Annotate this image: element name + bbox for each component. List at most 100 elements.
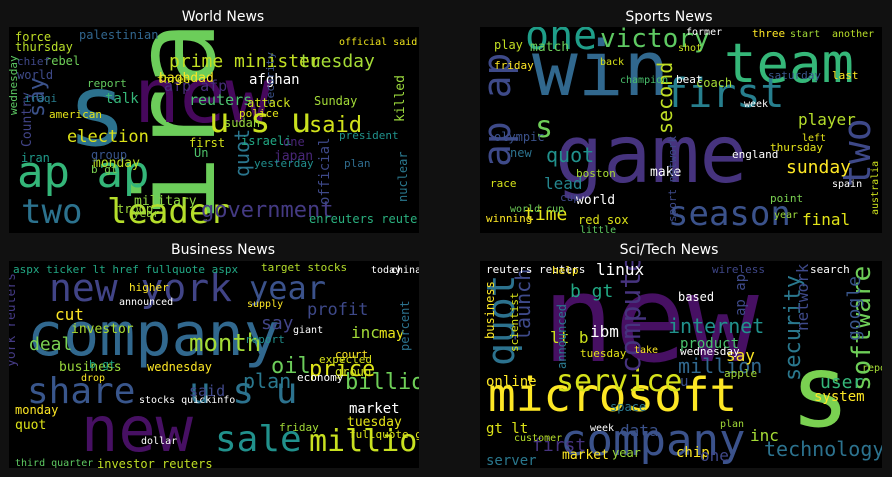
word-business-tuesday: tuesday: [347, 415, 402, 430]
word-business-expected: expected: [319, 353, 372, 366]
word-business-friday: friday: [279, 421, 319, 434]
word-scitech-internet: internet: [668, 314, 764, 338]
word-business-plan: plan: [243, 369, 291, 393]
word-scitech-ap-ap: ap ap: [733, 274, 749, 316]
word-scitech-product: product: [680, 336, 739, 352]
word-scitech-server: server: [486, 453, 537, 468]
panel-title-business: Business News: [170, 242, 275, 258]
word-scitech-week: week: [590, 423, 614, 434]
word-scitech-customer: customer: [514, 433, 562, 444]
word-world-afghan: afghan: [249, 72, 300, 88]
word-business-inc: inc: [351, 323, 380, 342]
word-world-prime-minister: prime minister: [169, 51, 321, 72]
word-scitech-security: security: [781, 275, 806, 381]
word-world-official-said: official said: [339, 37, 417, 48]
word-scitech-chip: chip: [676, 445, 710, 461]
word-business-report: report: [245, 333, 285, 346]
word-world-afp-afp: afp afp: [164, 77, 227, 95]
word-scitech-system: system: [814, 389, 865, 405]
word-business-percent: percent: [398, 300, 412, 351]
word-world-ap-ap: ap ap: [17, 147, 149, 198]
word-business-fullquote-gt: fullquote gt: [349, 428, 419, 441]
word-world-three: three: [157, 73, 190, 86]
word-scitech-plan: plan: [720, 419, 744, 430]
word-world-thursday: thursday: [15, 40, 73, 54]
word-world-said: said: [309, 113, 362, 138]
word-sports-spain: spain: [832, 179, 862, 190]
word-world-leader: leader: [107, 192, 230, 232]
word-scitech-first: first: [532, 435, 586, 456]
word-scitech-lt-b: lt b: [550, 328, 589, 347]
word-world-nuclear: nuclear: [396, 151, 410, 202]
word-sports-make: make: [650, 165, 681, 180]
word-sports-cup: cup: [560, 191, 580, 204]
word-sports-england: england: [732, 148, 778, 161]
word-sports-first: first: [664, 71, 784, 117]
word-business-u-s-u: u s u: [189, 371, 297, 412]
word-sports-season: season: [668, 194, 791, 233]
word-world-tuesday: tuesday: [299, 51, 375, 72]
word-sports-one: one: [525, 27, 597, 59]
word-scitech-software: software: [847, 266, 877, 391]
word-business-dollar: dollar: [141, 436, 177, 447]
word-business-cut: cut: [55, 305, 84, 324]
word-scitech-quot: quot: [480, 274, 523, 366]
word-business-giant: giant: [293, 325, 323, 336]
word-business-year: year: [249, 269, 326, 307]
word-cloud-scitech: new s microsoft company service software quot i…: [480, 261, 882, 468]
word-business-supply: supply: [247, 299, 283, 310]
word-world-government: government: [201, 198, 333, 223]
word-scitech-scientist: scientist: [508, 292, 521, 352]
word-sports-three: three: [752, 27, 785, 40]
word-world-un: Un: [194, 146, 208, 160]
word-scitech-online: online: [486, 374, 537, 390]
word-sports-boston: boston: [576, 167, 616, 180]
word-world-monday: monday: [93, 156, 140, 171]
word-scitech-service: service: [556, 364, 682, 399]
word-business-quot: quot: [15, 418, 46, 433]
word-sports-lead: lead: [544, 174, 583, 193]
word-world-election: election: [67, 127, 149, 147]
word-world-new: new: [134, 51, 272, 140]
word-scitech-data: data: [620, 421, 659, 440]
word-business-may: may: [379, 326, 404, 342]
word-scitech-report: report: [862, 363, 882, 374]
word-business-china: china: [391, 265, 419, 276]
word-scitech-market: market: [562, 448, 609, 463]
word-world-country: Country: [20, 92, 35, 147]
word-business-billion: billion: [345, 370, 419, 395]
word-world-talk: talk: [105, 91, 139, 107]
word-sports-race: race: [490, 177, 517, 190]
word-cloud-sports: game win team one victory first season two ap ap…: [480, 27, 882, 233]
word-scitech-business: business: [483, 281, 497, 339]
word-sports-match: match: [530, 40, 569, 55]
word-world-chief: chief: [17, 55, 50, 68]
word-scitech-linux: linux: [596, 261, 645, 279]
word-scitech-user: user: [820, 372, 864, 393]
word-world-wednesday: wednesday: [9, 55, 20, 115]
word-scitech-reuters-reuters: reuters reuters: [486, 263, 585, 276]
word-scitech-based: based: [678, 290, 714, 304]
word-business-york-reuters: york reuters: [9, 273, 19, 367]
word-sports-former: former: [686, 27, 722, 38]
word-sports-champion: champion: [620, 75, 668, 86]
word-sports-two: two: [835, 118, 879, 187]
word-scitech-u: u: [680, 374, 688, 390]
word-business-court: court: [335, 348, 368, 361]
word-sports-coach: coach: [696, 76, 732, 90]
word-world-sunday: Sunday: [314, 94, 357, 108]
word-world-iran: iran: [21, 151, 50, 165]
word-sports-shot: shot: [678, 43, 702, 54]
word-sports-another: another: [832, 29, 874, 40]
word-scitech-inc: inc: [750, 426, 779, 445]
word-business-sale: sale: [215, 419, 302, 460]
word-business-third-quarter: third quarter: [15, 458, 93, 468]
word-business-economy: economy: [297, 371, 344, 384]
word-scitech-s: s: [790, 333, 850, 450]
word-business-business: business: [59, 360, 122, 375]
word-business-investor: investor: [71, 322, 134, 337]
word-business-group: group: [335, 365, 371, 379]
word-sports-saturday: saturday: [768, 69, 821, 82]
word-world-year: year: [133, 207, 160, 220]
word-world-troop: troop: [117, 202, 153, 216]
